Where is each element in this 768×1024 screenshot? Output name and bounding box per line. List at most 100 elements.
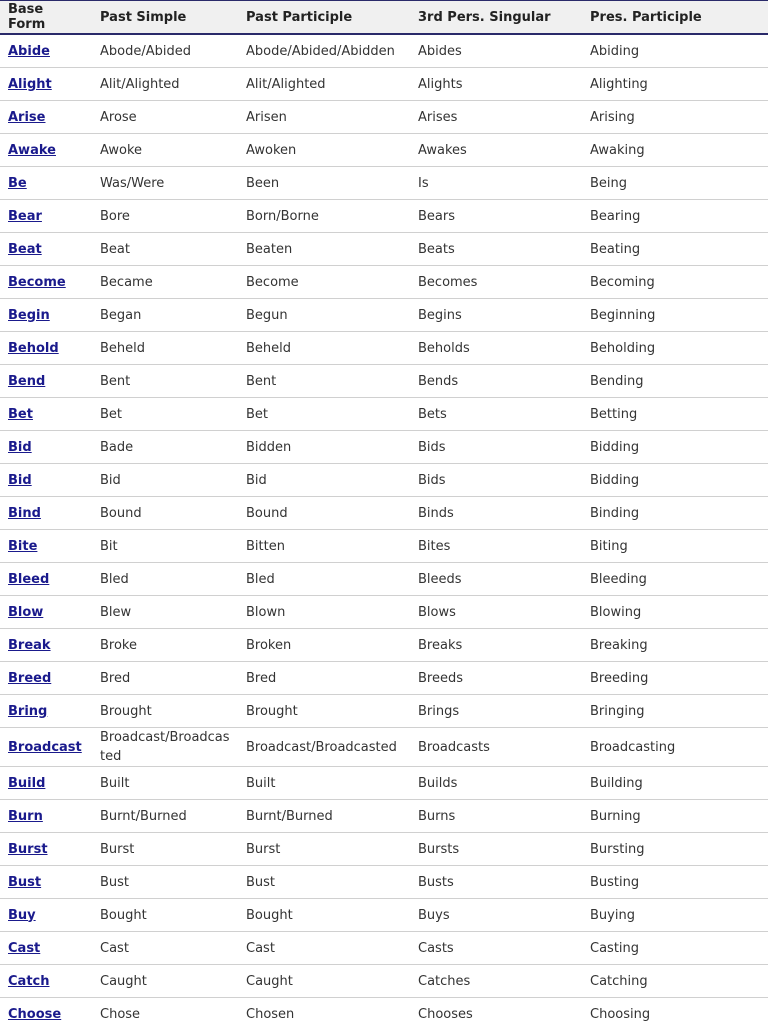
cell: Bust [92, 865, 238, 899]
cell: Bust [238, 865, 410, 899]
cell: Awaking [582, 133, 768, 167]
cell: Bite [0, 529, 92, 563]
cell: Choosing [582, 997, 768, 1024]
verb-link[interactable]: Alight [8, 76, 52, 92]
cell: Bursts [410, 832, 582, 866]
cell: Abide [0, 34, 92, 68]
cell: Abode/Abided/Abidden [238, 34, 410, 68]
verb-link[interactable]: Bid [8, 472, 32, 488]
cell: Busting [582, 865, 768, 899]
verb-link[interactable]: Become [8, 274, 66, 290]
cell: Blow [0, 595, 92, 629]
cell: Bound [92, 496, 238, 530]
cell: Bending [582, 364, 768, 398]
cell: Brought [92, 694, 238, 728]
cell: Bust [0, 865, 92, 899]
verb-row: Burst Burst Burst Bursts Bursting [0, 832, 768, 866]
verb-link[interactable]: Bear [8, 208, 42, 224]
cell: Awake [0, 133, 92, 167]
column-header: Past Participle [238, 0, 410, 35]
verb-row: Be Was/Were Been Is Being [0, 166, 768, 200]
verb-link[interactable]: Catch [8, 973, 50, 989]
cell: Abides [410, 34, 582, 68]
cell: Casts [410, 931, 582, 965]
cell: Alit/Alighted [92, 67, 238, 101]
cell: Beheld [238, 331, 410, 365]
verb-link[interactable]: Be [8, 175, 27, 191]
cell: Bidden [238, 430, 410, 464]
verb-link[interactable]: Burst [8, 841, 48, 857]
verb-link[interactable]: Broadcast [8, 739, 82, 755]
verb-row: Bust Bust Bust Busts Busting [0, 865, 768, 899]
cell: Beating [582, 232, 768, 266]
verb-row: Build Built Built Builds Building [0, 766, 768, 800]
verb-link[interactable]: Bind [8, 505, 41, 521]
verb-link[interactable]: Breed [8, 670, 52, 686]
verb-link[interactable]: Buy [8, 907, 36, 923]
column-header: Base Form [0, 0, 92, 35]
cell: Burst [0, 832, 92, 866]
verb-link[interactable]: Behold [8, 340, 59, 356]
verb-row: Blow Blew Blown Blows Blowing [0, 595, 768, 629]
cell: Alighting [582, 67, 768, 101]
verb-link[interactable]: Beat [8, 241, 42, 257]
cell: Bet [92, 397, 238, 431]
verb-link[interactable]: Burn [8, 808, 43, 824]
cell: Been [238, 166, 410, 200]
cell: Becomes [410, 265, 582, 299]
verb-link[interactable]: Blow [8, 604, 44, 620]
cell: Biting [582, 529, 768, 563]
verb-link[interactable]: Build [8, 775, 46, 791]
verb-row: Burn Burnt/Burned Burnt/Burned Burns Burning [0, 799, 768, 833]
cell: Brings [410, 694, 582, 728]
verb-link[interactable]: Cast [8, 940, 41, 956]
cell: Bends [410, 364, 582, 398]
cell: Cast [238, 931, 410, 965]
cell: Awakes [410, 133, 582, 167]
verb-row: Buy Bought Bought Buys Buying [0, 898, 768, 932]
verb-link[interactable]: Choose [8, 1006, 62, 1022]
cell: Became [92, 265, 238, 299]
cell: Begin [0, 298, 92, 332]
cell: Bred [92, 661, 238, 695]
cell: Burn [0, 799, 92, 833]
cell: Becoming [582, 265, 768, 299]
verb-link[interactable]: Bust [8, 874, 42, 890]
verb-link[interactable]: Bring [8, 703, 48, 719]
cell: Binds [410, 496, 582, 530]
cell: Bit [92, 529, 238, 563]
cell: Bore [92, 199, 238, 233]
cell: Blowing [582, 595, 768, 629]
verb-link[interactable]: Abide [8, 43, 50, 59]
column-header: Past Simple [92, 0, 238, 35]
cell: Bears [410, 199, 582, 233]
cell: Bought [238, 898, 410, 932]
verb-link[interactable]: Awake [8, 142, 56, 158]
cell: Bid [92, 463, 238, 497]
cell: Bringing [582, 694, 768, 728]
cell: Broadcasts [410, 727, 582, 767]
cell: Bid [0, 463, 92, 497]
cell: Break [0, 628, 92, 662]
verb-row: Choose Chose Chosen Chooses Choosing [0, 997, 768, 1024]
cell: Beat [92, 232, 238, 266]
cell: Beholds [410, 331, 582, 365]
cell: Burst [238, 832, 410, 866]
verb-link[interactable]: Arise [8, 109, 46, 125]
cell: Being [582, 166, 768, 200]
verb-link[interactable]: Begin [8, 307, 50, 323]
cell: Bade [92, 430, 238, 464]
cell: Bids [410, 430, 582, 464]
verb-link[interactable]: Bid [8, 439, 32, 455]
cell: Breaks [410, 628, 582, 662]
verb-link[interactable]: Break [8, 637, 51, 653]
verb-link[interactable]: Bite [8, 538, 38, 554]
verb-link[interactable]: Bend [8, 373, 46, 389]
verb-row: Bend Bent Bent Bends Bending [0, 364, 768, 398]
verb-link[interactable]: Bleed [8, 571, 50, 587]
cell: Cast [92, 931, 238, 965]
cell: Blew [92, 595, 238, 629]
cell: Bind [0, 496, 92, 530]
cell: Began [92, 298, 238, 332]
verb-link[interactable]: Bet [8, 406, 33, 422]
